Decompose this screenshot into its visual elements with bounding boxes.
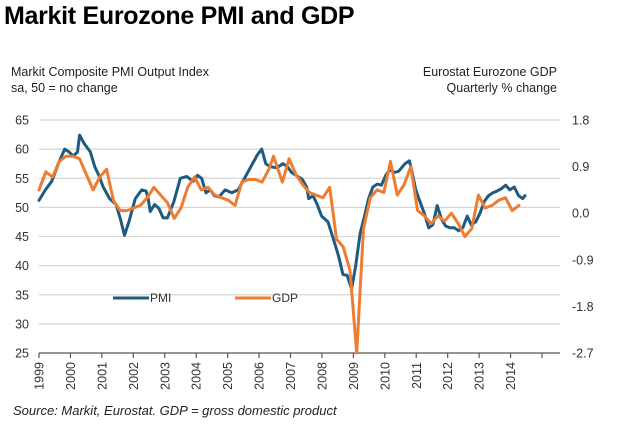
legend: PMI GDP — [113, 291, 298, 305]
x-axis: 1999 2000 2001 2002 2003 2004 2005 2006 2007 2008… — [33, 352, 560, 390]
right-axis-title-line-2: Quarterly % change — [446, 81, 557, 95]
left-tick-label: 40 — [15, 259, 29, 273]
x-tick-label: 2004 — [190, 362, 204, 390]
right-tick-label: 0.9 — [572, 160, 589, 174]
series-line-gdp — [37, 154, 521, 355]
series-line-pmi — [37, 133, 527, 291]
x-tick-label: 2012 — [441, 362, 455, 390]
x-tick-label: 2008 — [315, 362, 329, 390]
right-tick-label: 0.0 — [572, 207, 589, 221]
x-tick-label: 2010 — [378, 362, 392, 390]
x-tick-label: 2007 — [284, 362, 298, 390]
left-tick-label: 45 — [15, 230, 29, 244]
left-tick-label: 55 — [15, 172, 29, 186]
x-tick-label: 2011 — [410, 362, 424, 389]
left-tick-label: 50 — [15, 201, 29, 215]
right-tick-label: -1.8 — [572, 300, 594, 314]
legend-label-pmi: PMI — [150, 291, 171, 305]
series-lines — [37, 133, 527, 355]
right-axis-title-line-1: Eurostat Eurozone GDP — [422, 65, 557, 79]
x-tick-label: 2000 — [64, 362, 78, 390]
right-axis-title: Eurostat Eurozone GDP Quarterly % change — [423, 64, 557, 96]
source-note: Source: Markit, Eurostat. GDP = gross do… — [13, 403, 337, 418]
x-tick-label: 2001 — [95, 362, 109, 390]
x-tick-label: 2006 — [253, 362, 267, 390]
left-axis-title-line-2: sa, 50 = no change — [11, 81, 118, 95]
left-axis-title: Markit Composite PMI Output Index sa, 50… — [11, 64, 209, 96]
legend-label-gdp: GDP — [272, 291, 298, 305]
chart-title: Markit Eurozone PMI and GDP — [4, 2, 355, 30]
x-tick-label: 2003 — [158, 362, 172, 390]
x-tick-label: 2009 — [347, 362, 361, 390]
right-tick-label: 1.8 — [572, 114, 589, 128]
right-axis-ticks: 1.8 0.9 0.0 -0.9 -1.8 -2.7 — [572, 114, 594, 361]
left-tick-label: 35 — [15, 288, 29, 302]
left-tick-label: 65 — [15, 114, 29, 128]
left-axis-ticks: 65 60 55 50 45 40 35 30 25 — [15, 114, 29, 361]
left-tick-label: 30 — [15, 317, 29, 331]
right-tick-label: -2.7 — [572, 347, 594, 361]
gridlines — [39, 119, 560, 325]
x-tick-label: 1999 — [33, 362, 47, 390]
right-tick-label: -0.9 — [572, 253, 594, 267]
left-axis-title-line-1: Markit Composite PMI Output Index — [11, 65, 209, 79]
x-tick-label: 2005 — [221, 362, 235, 390]
x-tick-label: 2002 — [127, 362, 141, 390]
x-tick-label: 2013 — [473, 362, 487, 390]
left-tick-label: 25 — [15, 347, 29, 361]
x-tick-label: 2014 — [504, 362, 518, 390]
left-tick-label: 60 — [15, 143, 29, 157]
